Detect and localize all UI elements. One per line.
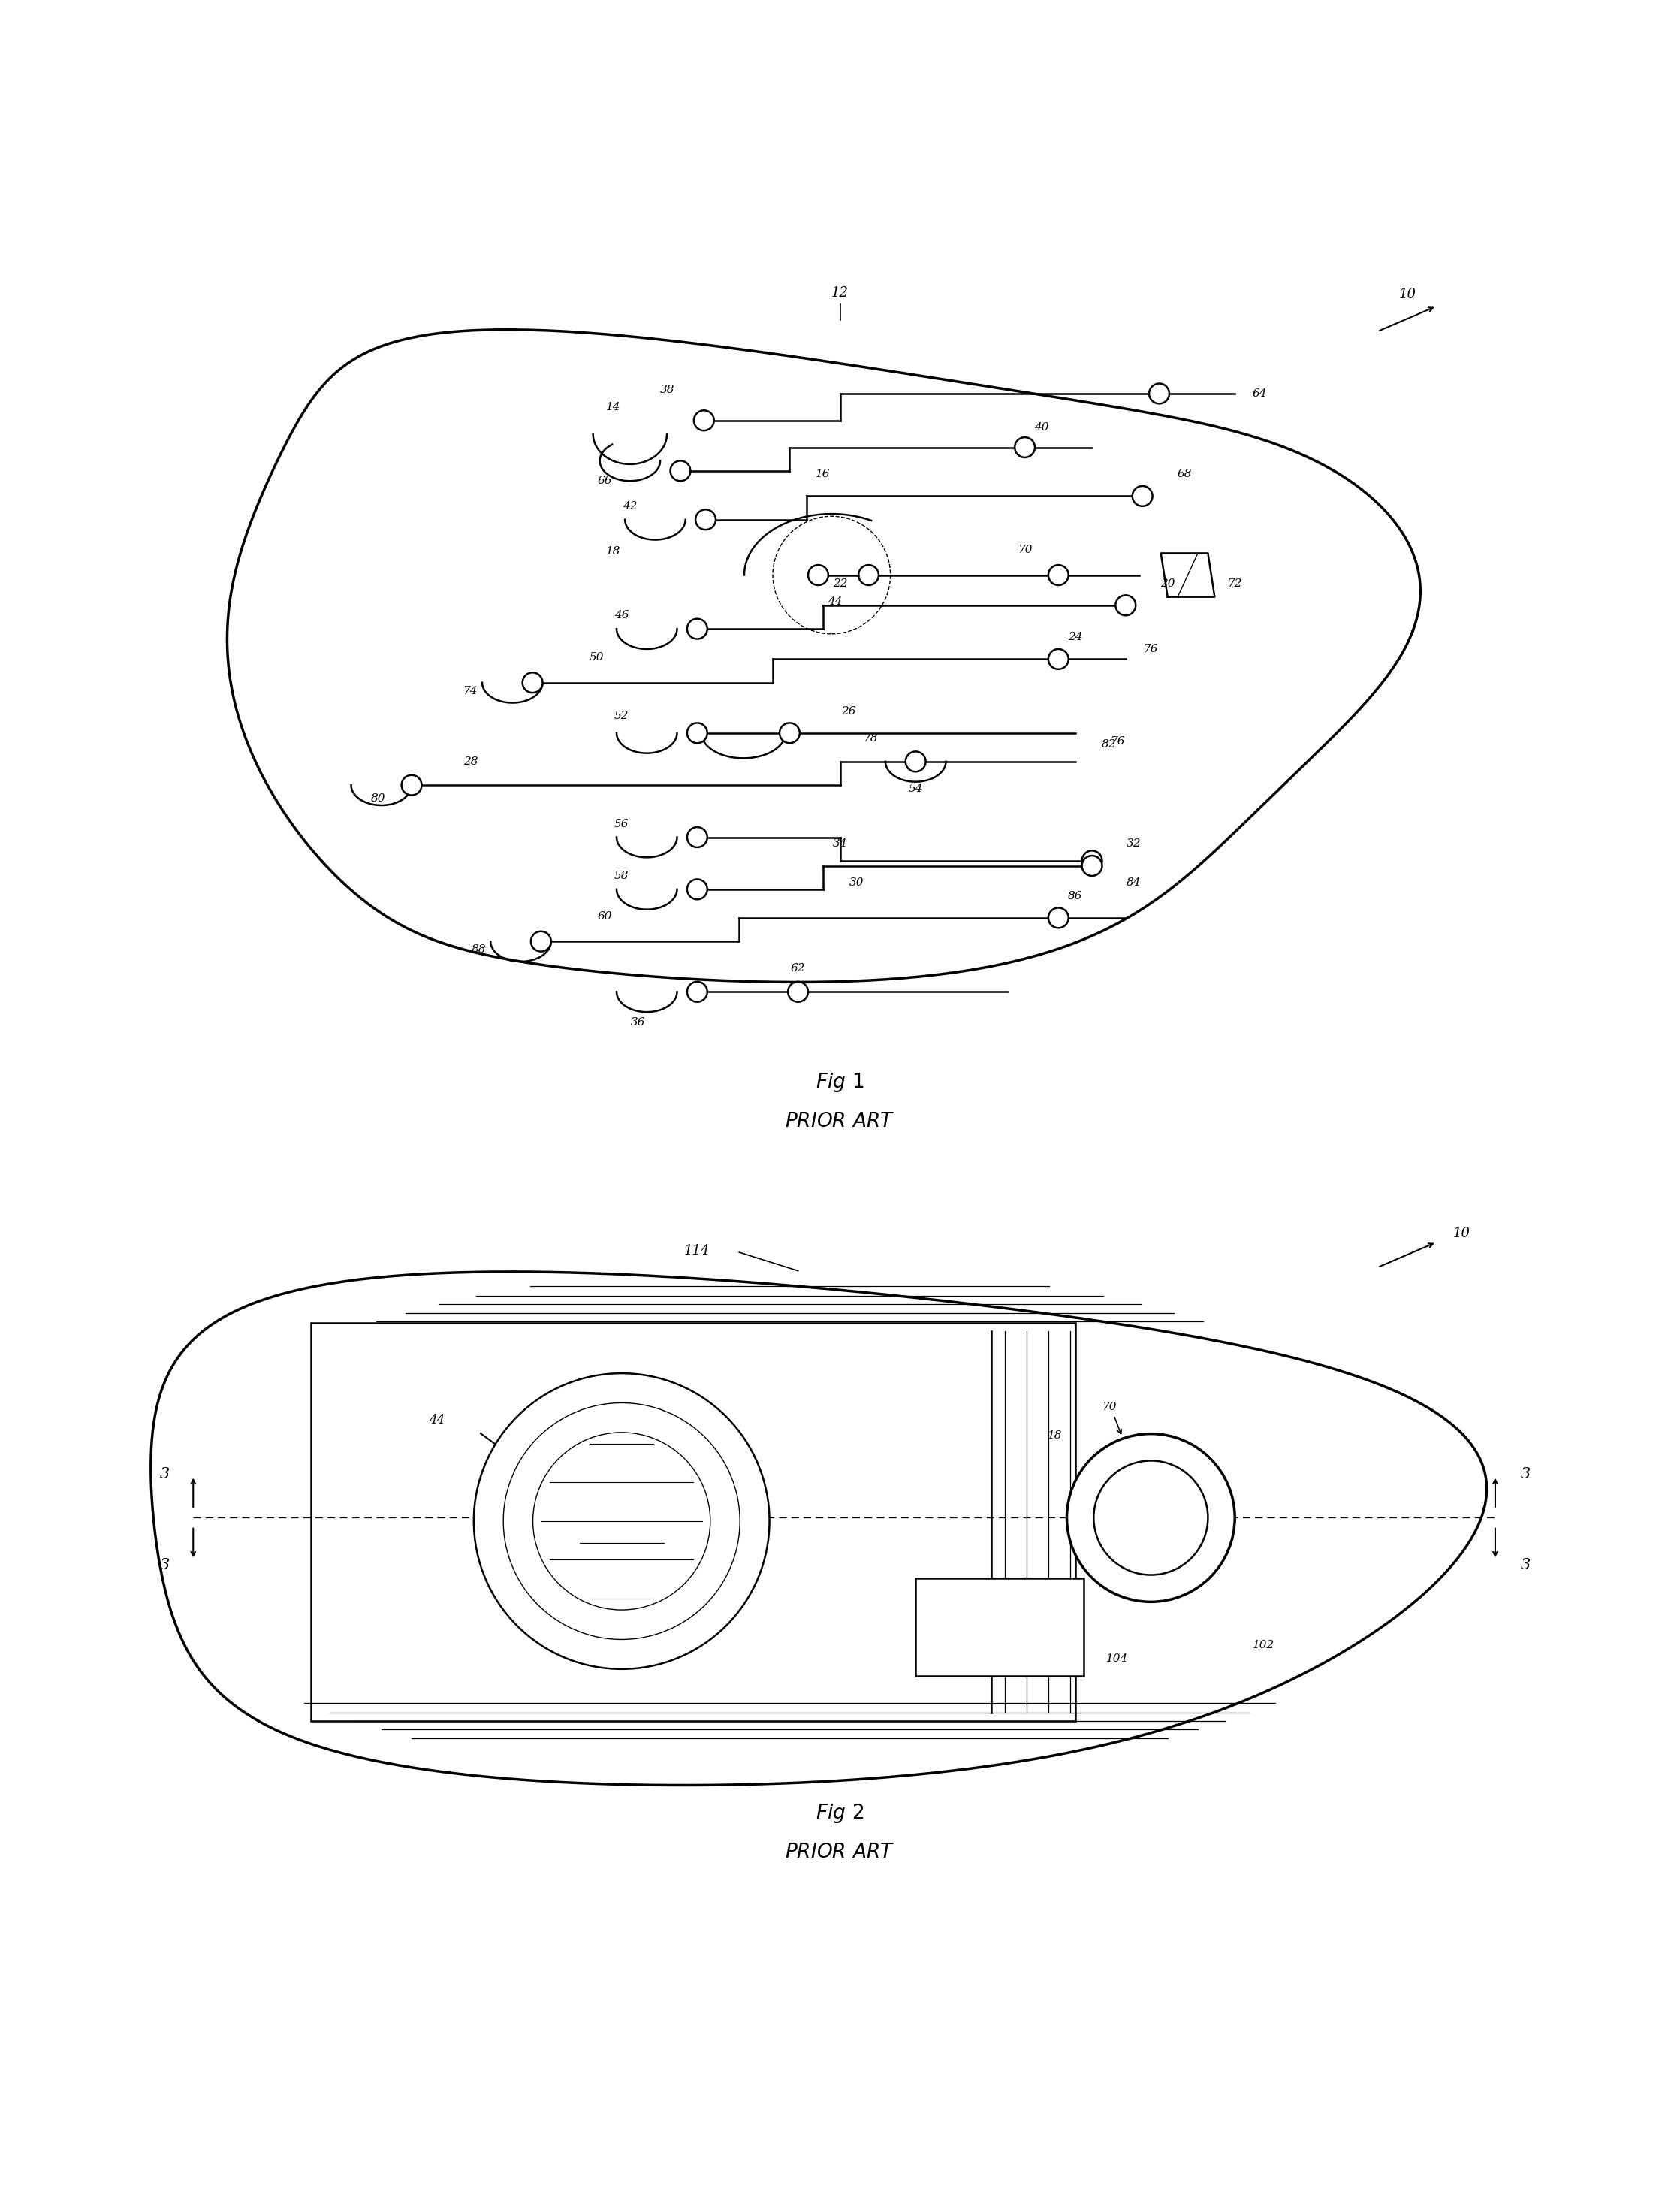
Text: 70: 70 — [1018, 544, 1032, 555]
Text: 68: 68 — [1178, 469, 1191, 480]
Text: 3: 3 — [1520, 1466, 1530, 1482]
Circle shape — [1116, 596, 1136, 616]
Text: 44: 44 — [828, 596, 842, 607]
Text: 60: 60 — [598, 912, 612, 921]
Circle shape — [906, 752, 926, 772]
Text: 70: 70 — [1102, 1401, 1116, 1412]
Text: 108: 108 — [610, 1517, 633, 1526]
Text: 34: 34 — [833, 840, 847, 848]
Text: 28: 28 — [464, 756, 477, 767]
Circle shape — [1048, 907, 1068, 927]
Text: $\it{PRIOR}$ $\it{ART}$: $\it{PRIOR}$ $\it{ART}$ — [785, 1111, 895, 1131]
Text: 76: 76 — [1110, 737, 1124, 747]
Text: 80: 80 — [371, 794, 385, 804]
Text: 10: 10 — [1453, 1228, 1470, 1241]
Circle shape — [1048, 649, 1068, 669]
Text: 24: 24 — [1068, 631, 1082, 642]
Text: 56: 56 — [615, 818, 628, 829]
Circle shape — [402, 776, 422, 796]
Circle shape — [1082, 850, 1102, 870]
Text: 64: 64 — [1253, 388, 1267, 399]
Text: 30: 30 — [850, 877, 864, 888]
Circle shape — [687, 723, 707, 743]
Text: 42: 42 — [623, 502, 637, 511]
Text: 58: 58 — [615, 870, 628, 881]
Text: 10: 10 — [1399, 287, 1416, 300]
Circle shape — [1067, 1434, 1235, 1602]
Circle shape — [474, 1372, 769, 1668]
Circle shape — [1149, 384, 1169, 403]
Text: 12: 12 — [832, 285, 848, 300]
Circle shape — [687, 826, 707, 848]
Circle shape — [788, 982, 808, 1002]
Circle shape — [687, 618, 707, 638]
Circle shape — [504, 1403, 739, 1640]
Circle shape — [1094, 1460, 1208, 1574]
Text: 18: 18 — [1048, 1429, 1062, 1440]
Text: 32: 32 — [1127, 840, 1141, 848]
Text: 14: 14 — [606, 401, 620, 412]
Text: 84: 84 — [1127, 877, 1141, 888]
Text: 3: 3 — [160, 1466, 170, 1482]
Text: 72: 72 — [1228, 579, 1242, 590]
Text: 26: 26 — [842, 706, 855, 717]
Text: 62: 62 — [791, 962, 805, 973]
Text: 76: 76 — [1144, 644, 1158, 653]
Text: 50: 50 — [590, 653, 603, 662]
Text: 86: 86 — [1068, 890, 1082, 901]
Text: 78: 78 — [864, 732, 877, 743]
Circle shape — [808, 566, 828, 585]
Text: $\it{Fig}$ $1$: $\it{Fig}$ $1$ — [816, 1072, 864, 1094]
Circle shape — [696, 509, 716, 530]
Circle shape — [1015, 436, 1035, 458]
Circle shape — [670, 460, 690, 480]
Text: 52: 52 — [615, 710, 628, 721]
Circle shape — [780, 723, 800, 743]
Text: 16: 16 — [816, 469, 830, 480]
Text: 20: 20 — [1161, 579, 1174, 590]
Circle shape — [1082, 855, 1102, 877]
Circle shape — [694, 410, 714, 430]
Text: 66: 66 — [598, 476, 612, 487]
Circle shape — [1048, 566, 1068, 585]
Text: 82: 82 — [1102, 739, 1116, 750]
Circle shape — [687, 982, 707, 1002]
Bar — [311, 1322, 1075, 1721]
Text: 102: 102 — [1252, 1640, 1275, 1651]
Text: 74: 74 — [464, 686, 477, 697]
Circle shape — [531, 932, 551, 951]
Text: 100: 100 — [948, 1640, 968, 1651]
Circle shape — [533, 1431, 711, 1609]
Text: 114: 114 — [684, 1243, 711, 1258]
Text: 54: 54 — [909, 783, 922, 794]
Text: $\it{PRIOR}$ $\it{ART}$: $\it{PRIOR}$ $\it{ART}$ — [785, 1843, 895, 1861]
Circle shape — [858, 566, 879, 585]
Circle shape — [522, 673, 543, 693]
Text: 36: 36 — [632, 1017, 645, 1028]
Text: 3: 3 — [160, 1559, 170, 1572]
Text: $\it{Fig}$ $2$: $\it{Fig}$ $2$ — [816, 1802, 864, 1824]
Circle shape — [687, 879, 707, 899]
Bar — [916, 1578, 1084, 1675]
Text: 88: 88 — [472, 945, 486, 956]
Text: 40: 40 — [1035, 421, 1048, 432]
Text: 22: 22 — [833, 579, 847, 590]
Text: 3: 3 — [1520, 1559, 1530, 1572]
Text: 104: 104 — [1105, 1653, 1129, 1664]
Text: 38: 38 — [660, 386, 674, 395]
Text: 18: 18 — [606, 546, 620, 557]
Text: 44: 44 — [428, 1414, 445, 1427]
Circle shape — [1132, 487, 1152, 506]
Text: 46: 46 — [615, 609, 628, 620]
